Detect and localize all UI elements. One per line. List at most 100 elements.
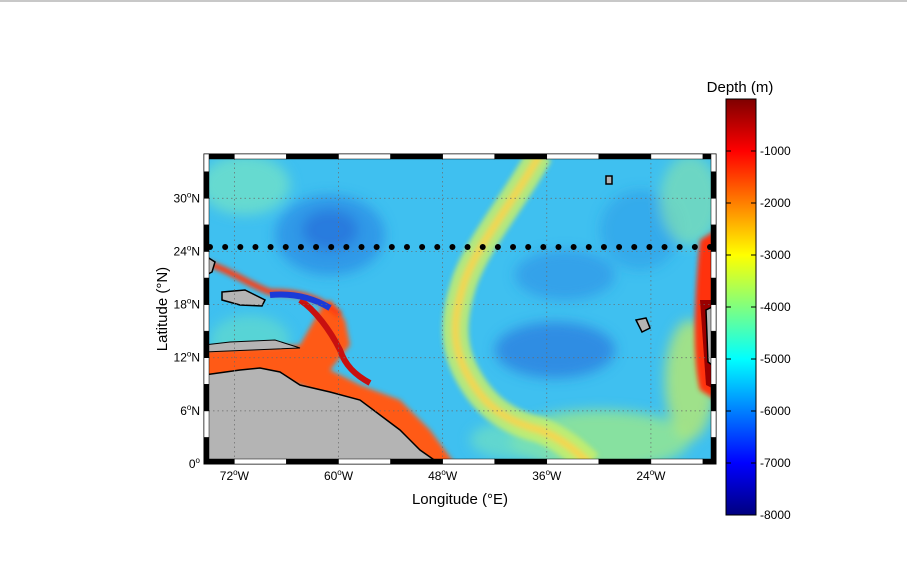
colorbar-tick-label: -5000 xyxy=(760,352,791,366)
y-axis-label: Latitude (°N) xyxy=(154,267,171,351)
x-axis-label: Longitude (°E) xyxy=(412,491,508,508)
station-dot xyxy=(585,244,592,250)
frame-segment xyxy=(203,171,210,199)
station-dot xyxy=(510,244,517,250)
frame-segment xyxy=(203,304,210,332)
station-dot xyxy=(252,244,259,250)
station-dot xyxy=(540,244,547,250)
colorbar-tick-label: -4000 xyxy=(760,300,791,314)
colorbar-tick-label: -7000 xyxy=(760,456,791,470)
tick-label: 36oW xyxy=(532,468,562,483)
bathymetry-map xyxy=(204,154,716,464)
longitude-tick-labels: 72oW 60oW 48oW 36oW 24oW xyxy=(220,468,666,483)
frame-segment xyxy=(203,410,210,438)
frame-segment xyxy=(710,198,717,226)
station-dot xyxy=(479,244,486,250)
frame-segment xyxy=(494,458,548,465)
station-dot xyxy=(646,244,653,250)
tick-label: 30oN xyxy=(174,190,200,205)
colorbar-tick-label: -6000 xyxy=(760,404,791,418)
frame-segment xyxy=(203,224,210,252)
station-dot xyxy=(373,244,380,250)
tick-label: 72oW xyxy=(220,468,250,483)
frame-segment xyxy=(390,458,443,465)
frame-segment xyxy=(286,153,339,160)
tick-label: 6oN xyxy=(180,403,200,418)
frame-segment xyxy=(203,251,210,279)
station-dot xyxy=(570,244,577,250)
tick-label: 12oN xyxy=(174,350,200,365)
frame-segment xyxy=(710,251,717,279)
frame-segment xyxy=(234,153,287,160)
station-dot xyxy=(222,244,229,250)
station-dot xyxy=(388,244,395,250)
frame-segment xyxy=(203,277,210,305)
frame-segment xyxy=(390,153,443,160)
station-dot xyxy=(676,244,683,250)
station-dot xyxy=(419,244,426,250)
frame-segment xyxy=(650,153,704,160)
frame-segment xyxy=(546,153,600,160)
frame-segment xyxy=(203,198,210,226)
colorbar-tick-label: -8000 xyxy=(760,508,791,522)
station-dot xyxy=(661,244,668,250)
frame-segment xyxy=(286,458,339,465)
tick-label: 24oN xyxy=(174,243,200,258)
station-dot xyxy=(494,244,501,250)
frame-segment xyxy=(203,357,210,385)
tick-label: 0o xyxy=(189,456,201,471)
station-dot xyxy=(313,244,320,250)
frame-segment xyxy=(442,458,495,465)
frame-segment xyxy=(710,357,717,385)
tick-label: 18oN xyxy=(174,297,200,312)
frame-segment xyxy=(442,153,495,160)
tick-label: 24oW xyxy=(636,468,666,483)
mid-atlantic-ridge xyxy=(442,154,599,464)
station-dot xyxy=(343,244,350,250)
frame-segment xyxy=(710,437,717,465)
colorbar-tick-label: -1000 xyxy=(760,144,791,158)
station-dot xyxy=(616,244,623,250)
frame-segment xyxy=(203,437,210,465)
frame-segment xyxy=(598,153,652,160)
frame-segment xyxy=(338,458,391,465)
frame-segment xyxy=(710,330,717,358)
frame-segment xyxy=(494,153,548,160)
colorbar-tick-label: -2000 xyxy=(760,196,791,210)
station-dot xyxy=(297,244,304,250)
station-dot xyxy=(237,244,244,250)
station-dot xyxy=(328,244,335,250)
colorbar-title: Depth (m) xyxy=(707,79,774,96)
station-dot xyxy=(464,244,471,250)
frame-segment xyxy=(710,224,717,252)
frame-segment xyxy=(710,410,717,438)
frame-segment xyxy=(710,153,717,172)
station-dot xyxy=(449,244,456,250)
window-top-border xyxy=(0,0,907,2)
tick-label: 48oW xyxy=(428,468,458,483)
frame-segment xyxy=(234,458,287,465)
station-dot xyxy=(691,244,698,250)
station-dot xyxy=(358,244,365,250)
tick-label: 60oW xyxy=(324,468,354,483)
station-dot xyxy=(631,244,638,250)
frame-segment xyxy=(710,277,717,305)
frame-segment xyxy=(650,458,704,465)
frame-segment xyxy=(710,384,717,412)
station-dot xyxy=(434,244,441,250)
colorbar: Depth (m) -1000 -2000 -3000 -4000 -5000 -6000… xyxy=(707,79,791,522)
colorbar-ticks: -1000 -2000 -3000 -4000 -5000 -6000 -7000 -8000 xyxy=(726,144,791,522)
frame-segment xyxy=(710,171,717,199)
station-dot xyxy=(282,244,289,250)
map-frame-checkerboard xyxy=(203,153,717,465)
station-dot xyxy=(403,244,410,250)
latitude-tick-labels: 0o 6oN 12oN 18oN 24oN 30oN xyxy=(174,190,201,471)
station-dot xyxy=(267,244,274,250)
frame-segment xyxy=(338,153,391,160)
colorbar-tick-label: -3000 xyxy=(760,248,791,262)
frame-segment xyxy=(710,304,717,332)
station-dot xyxy=(525,244,532,250)
frame-segment xyxy=(203,153,210,172)
frame-segment xyxy=(203,384,210,412)
